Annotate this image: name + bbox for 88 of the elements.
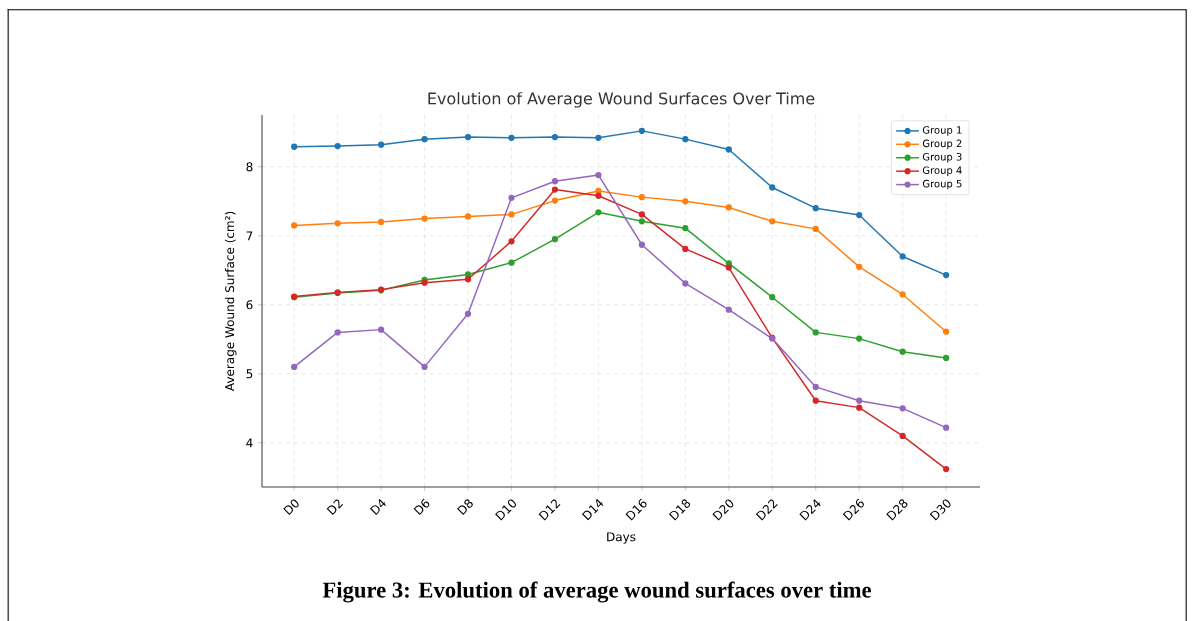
text: Figure 3: Evolution of average wound surfaces over time <box>322 581 872 603</box>
point <box>464 310 472 317</box>
point <box>464 276 472 283</box>
point <box>421 363 428 371</box>
point <box>508 259 515 266</box>
point <box>334 142 341 150</box>
y-tick-label: 6 <box>246 300 253 310</box>
point <box>856 211 863 219</box>
point <box>682 225 689 232</box>
y-tick-label: 5 <box>246 369 253 379</box>
point <box>638 193 646 201</box>
point <box>334 220 341 227</box>
y-tick-label: 8 <box>246 162 253 172</box>
legend-label: Group 2 <box>922 139 962 150</box>
point <box>812 397 819 404</box>
point <box>725 146 732 153</box>
point <box>334 329 341 336</box>
point <box>551 178 559 185</box>
point <box>812 205 819 212</box>
x-tick-label: D2 <box>326 499 344 516</box>
point <box>942 328 950 335</box>
point <box>899 348 906 355</box>
point <box>638 218 646 225</box>
point <box>421 136 428 143</box>
point <box>725 264 732 271</box>
point <box>508 134 515 141</box>
point <box>812 329 819 336</box>
point <box>899 432 906 440</box>
legend-label: Group 1 <box>922 126 962 136</box>
point <box>508 194 515 201</box>
point <box>551 186 559 193</box>
point <box>595 171 602 179</box>
point <box>856 404 863 411</box>
point <box>291 143 298 150</box>
point <box>464 133 472 141</box>
point <box>464 271 472 278</box>
point <box>508 238 515 245</box>
point <box>377 141 385 148</box>
point <box>942 424 950 431</box>
y-tick-label: 4 <box>246 438 253 448</box>
point <box>595 192 602 199</box>
point <box>291 222 298 229</box>
point <box>595 134 602 141</box>
x-tick-label: D4 <box>369 499 386 515</box>
point <box>682 280 689 287</box>
point <box>725 306 732 313</box>
x-axis-title: Days <box>607 532 636 544</box>
point <box>595 187 602 195</box>
legend-label: Group 3 <box>922 153 962 163</box>
point <box>769 184 776 191</box>
point <box>856 263 863 270</box>
point <box>638 211 646 218</box>
point <box>551 197 559 204</box>
point <box>508 211 515 218</box>
x-tick-label: D8 <box>457 499 473 516</box>
x-tick-label: D0 <box>283 499 299 516</box>
legend-label: Group 4 <box>922 166 962 176</box>
point <box>769 294 776 301</box>
point <box>377 326 385 333</box>
point <box>856 335 863 342</box>
point <box>682 245 689 253</box>
point <box>812 383 819 391</box>
point <box>682 198 689 205</box>
y-axis-title: Average Wound Surface (cm²) <box>224 211 237 392</box>
point <box>682 136 689 143</box>
point <box>899 253 906 260</box>
point <box>551 236 559 243</box>
point <box>291 363 298 371</box>
point <box>464 213 472 220</box>
point <box>812 225 819 233</box>
point <box>638 127 646 135</box>
point <box>421 215 428 222</box>
point <box>769 218 776 225</box>
chart-title: Evolution of Average Wound Surfaces Over Time <box>428 92 815 108</box>
point <box>551 133 559 141</box>
point <box>377 218 385 226</box>
legend-label: Group 5 <box>922 179 962 190</box>
point <box>942 271 950 279</box>
point <box>595 209 602 216</box>
point <box>856 397 863 404</box>
point <box>942 354 950 362</box>
y-tick-label: 7 <box>246 231 253 241</box>
point <box>725 204 732 211</box>
x-tick-label: D6 <box>413 498 430 516</box>
point <box>899 291 906 298</box>
point <box>899 405 906 412</box>
point <box>638 241 646 248</box>
point <box>942 465 950 473</box>
